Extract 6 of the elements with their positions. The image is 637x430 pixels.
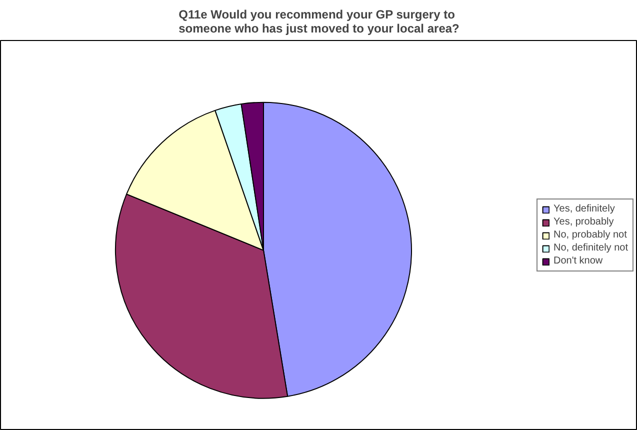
chart-title: Q11e Would you recommend your GP surgery to someone who has just moved to your local area?: [178, 8, 460, 36]
legend-label: No, probably not: [554, 230, 627, 240]
legend-label: Yes, definitely: [554, 204, 615, 214]
legend-label: Yes, probably: [554, 216, 614, 228]
legend-label: Don't know: [554, 256, 603, 266]
legend-label: No, definitely not: [554, 242, 628, 254]
